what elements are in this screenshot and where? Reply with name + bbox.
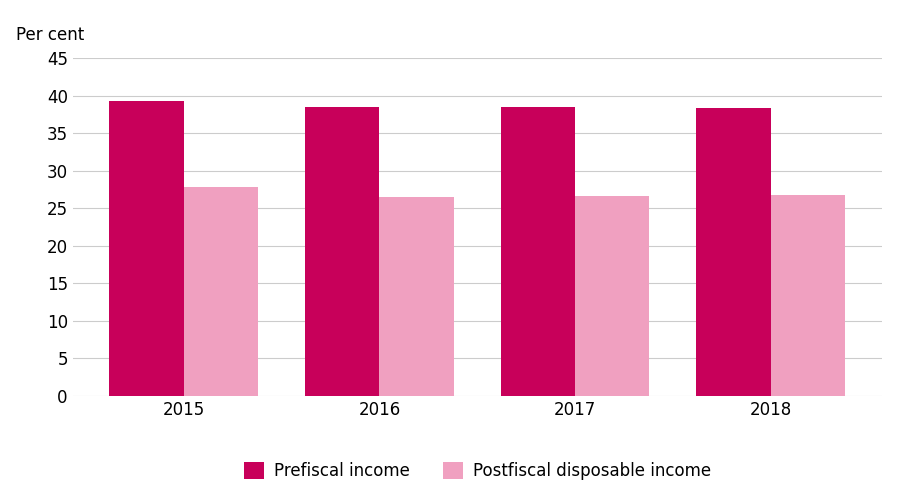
Bar xyxy=(696,108,771,396)
Bar xyxy=(501,107,575,396)
Text: Per cent: Per cent xyxy=(16,27,85,44)
Bar xyxy=(184,187,258,396)
Bar xyxy=(109,101,184,396)
Bar xyxy=(305,107,379,396)
Bar xyxy=(771,196,845,396)
Bar xyxy=(575,196,649,396)
Bar xyxy=(379,197,454,396)
Legend: Prefiscal income, Postfiscal disposable income: Prefiscal income, Postfiscal disposable … xyxy=(237,455,717,483)
